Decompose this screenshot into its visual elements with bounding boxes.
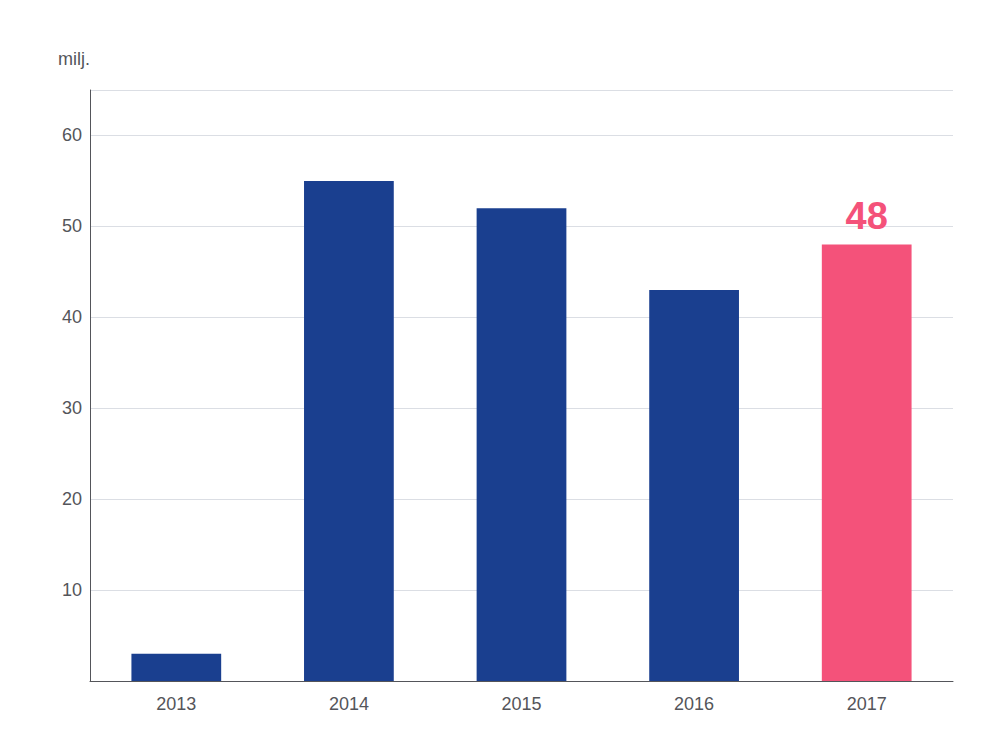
svg-text:2013: 2013 bbox=[156, 694, 196, 714]
svg-text:2016: 2016 bbox=[674, 694, 714, 714]
svg-text:50: 50 bbox=[62, 216, 82, 236]
svg-text:20: 20 bbox=[62, 489, 82, 509]
svg-text:2014: 2014 bbox=[329, 694, 369, 714]
svg-text:2015: 2015 bbox=[501, 694, 541, 714]
svg-text:2017: 2017 bbox=[847, 694, 887, 714]
svg-text:10: 10 bbox=[62, 580, 82, 600]
svg-text:40: 40 bbox=[62, 307, 82, 327]
svg-text:60: 60 bbox=[62, 125, 82, 145]
svg-text:milj.: milj. bbox=[58, 49, 90, 69]
svg-text:30: 30 bbox=[62, 398, 82, 418]
svg-text:48: 48 bbox=[846, 195, 888, 237]
